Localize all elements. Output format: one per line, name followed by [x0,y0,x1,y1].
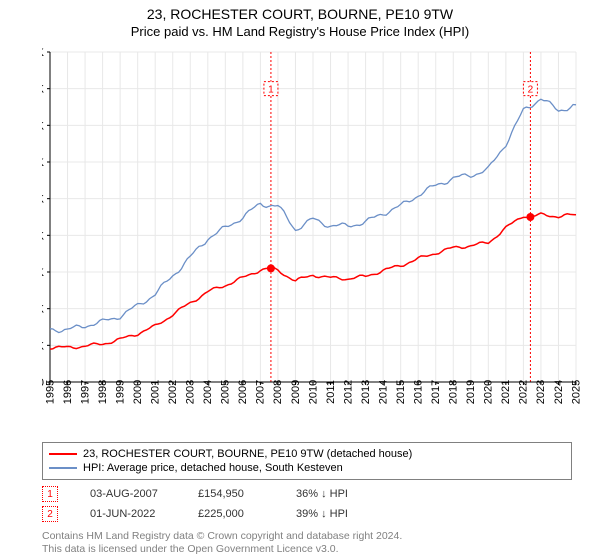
legend-item: HPI: Average price, detached house, Sout… [49,461,565,475]
svg-text:1999: 1999 [114,380,126,404]
chart-area: £0£50K£100K£150K£200K£250K£300K£350K£400… [42,48,582,408]
svg-text:2006: 2006 [237,380,249,404]
svg-text:£250K: £250K [42,194,45,206]
sale-price: £225,000 [198,508,288,520]
sale-marker: 1 [42,486,58,502]
svg-text:2024: 2024 [553,380,565,404]
svg-text:2018: 2018 [448,380,460,404]
svg-text:£400K: £400K [42,84,45,96]
svg-text:2019: 2019 [465,380,477,404]
svg-text:£100K: £100K [42,304,45,316]
svg-text:1: 1 [268,85,274,96]
svg-text:£50K: £50K [42,340,45,352]
svg-text:2007: 2007 [255,380,267,404]
legend-label: 23, ROCHESTER COURT, BOURNE, PE10 9TW (d… [83,448,412,460]
sale-date: 01-JUN-2022 [90,508,190,520]
sale-diff: 36% ↓ HPI [296,488,416,500]
sale-price: £154,950 [198,488,288,500]
container: 23, ROCHESTER COURT, BOURNE, PE10 9TW Pr… [0,0,600,560]
svg-text:£300K: £300K [42,157,45,169]
legend-swatch [49,453,77,455]
svg-text:2022: 2022 [518,380,530,404]
svg-text:2000: 2000 [132,380,144,404]
svg-text:£450K: £450K [42,48,45,59]
sale-row: 2 01-JUN-2022 £225,000 39% ↓ HPI [42,504,416,524]
title-main: 23, ROCHESTER COURT, BOURNE, PE10 9TW [0,6,600,22]
svg-text:2001: 2001 [149,380,161,404]
sale-dot [267,264,275,272]
svg-text:£200K: £200K [42,230,45,242]
footer: Contains HM Land Registry data © Crown c… [42,530,402,556]
svg-text:1995: 1995 [44,380,56,404]
legend-swatch [49,467,77,469]
sales-table: 1 03-AUG-2007 £154,950 36% ↓ HPI 2 01-JUN-202… [42,484,416,524]
svg-text:2011: 2011 [325,380,337,404]
svg-text:2003: 2003 [185,380,197,404]
svg-text:2017: 2017 [430,380,442,404]
svg-text:1998: 1998 [97,380,109,404]
sale-date: 03-AUG-2007 [90,488,190,500]
footer-line2: This data is licensed under the Open Gov… [42,543,402,556]
svg-text:2015: 2015 [395,380,407,404]
svg-text:2005: 2005 [220,380,232,404]
svg-text:1997: 1997 [79,380,91,404]
svg-text:2009: 2009 [290,380,302,404]
title-block: 23, ROCHESTER COURT, BOURNE, PE10 9TW Pr… [0,0,600,39]
svg-text:2002: 2002 [167,380,179,404]
sale-diff: 39% ↓ HPI [296,508,416,520]
legend-box: 23, ROCHESTER COURT, BOURNE, PE10 9TW (d… [42,442,572,480]
sale-marker: 2 [42,506,58,522]
svg-text:1996: 1996 [62,380,74,404]
sale-row: 1 03-AUG-2007 £154,950 36% ↓ HPI [42,484,416,504]
svg-text:2020: 2020 [483,380,495,404]
chart-svg: £0£50K£100K£150K£200K£250K£300K£350K£400… [42,48,582,408]
svg-text:2025: 2025 [570,380,582,404]
svg-text:2023: 2023 [535,380,547,404]
legend-item: 23, ROCHESTER COURT, BOURNE, PE10 9TW (d… [49,447,565,461]
svg-text:2008: 2008 [272,380,284,404]
svg-text:2012: 2012 [342,380,354,404]
svg-text:2010: 2010 [307,380,319,404]
svg-text:£150K: £150K [42,267,45,279]
svg-text:2014: 2014 [377,380,389,404]
svg-text:2021: 2021 [500,380,512,404]
svg-text:2: 2 [528,85,534,96]
svg-text:£350K: £350K [42,120,45,132]
title-sub: Price paid vs. HM Land Registry's House … [0,24,600,39]
sale-dot [526,213,534,221]
svg-text:2004: 2004 [202,380,214,404]
svg-text:2013: 2013 [360,380,372,404]
legend-label: HPI: Average price, detached house, Sout… [83,462,343,474]
svg-text:2016: 2016 [413,380,425,404]
footer-line1: Contains HM Land Registry data © Crown c… [42,530,402,543]
